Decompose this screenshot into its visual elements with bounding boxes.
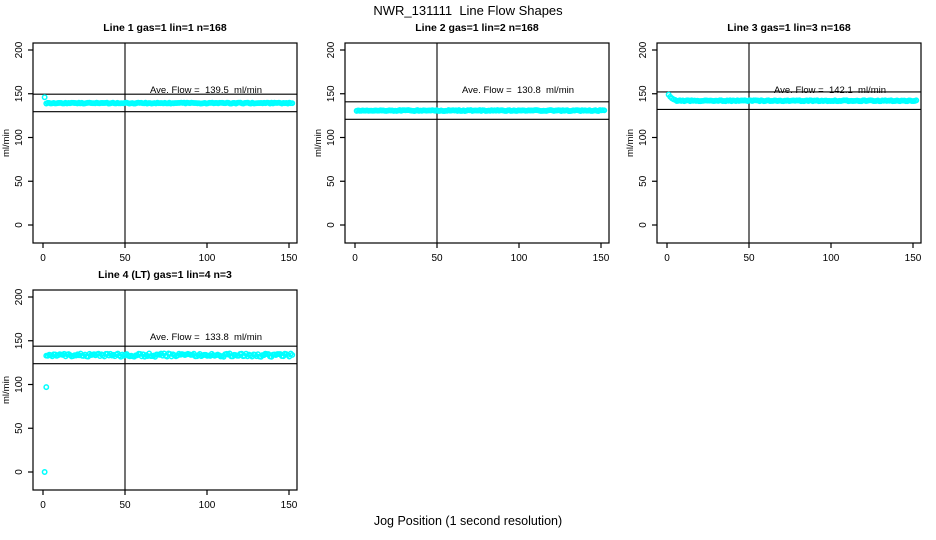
y-axis-title: ml/min	[313, 129, 324, 157]
x-tick-label: 50	[119, 500, 131, 511]
data-points	[665, 91, 920, 105]
x-tick-label: 100	[823, 253, 840, 264]
y-tick-label: 100	[638, 129, 649, 146]
y-tick-label: 0	[14, 469, 25, 475]
ave-flow-annotation-line-4: Ave. Flow = 133.8 ml/min	[149, 332, 263, 343]
y-tick-label: 150	[326, 85, 337, 102]
subplot-title-line-1: Line 1 gas=1 lin=1 n=168	[103, 22, 227, 34]
x-tick-label: 100	[199, 500, 216, 511]
plot-box	[656, 42, 922, 244]
subplot-title-line-2: Line 2 gas=1 lin=2 n=168	[415, 22, 539, 34]
data-point	[289, 351, 296, 358]
plot-box	[344, 42, 610, 244]
x-tick-label: 150	[281, 500, 298, 511]
data-points	[41, 350, 296, 475]
subplot-title-line-4: Line 4 (LT) gas=1 lin=4 n=3	[98, 269, 232, 281]
data-point	[913, 97, 920, 104]
outlier-data-point	[43, 384, 50, 391]
subplot-line-2-plot: 0 50 100 150 0 50 100 150 200 ml/min	[313, 41, 610, 264]
subplot-line-3-plot: 0 50 100 150 0 50 100 150 200 ml/min	[625, 41, 922, 264]
subplot-line-1-plot: 0 50 100 150 0 50 100 150 200 ml/min	[1, 41, 298, 264]
x-tick-label: 0	[352, 253, 358, 264]
y-tick-label: 100	[14, 129, 25, 146]
ave-flow-annotation-line-3: Ave. Flow = 142.1 ml/min	[773, 85, 887, 96]
x-tick-label: 0	[40, 253, 46, 264]
y-tick-label: 50	[326, 175, 337, 187]
y-tick-label: 50	[638, 175, 649, 187]
y-tick-label: 50	[14, 175, 25, 187]
y-axis-title: ml/min	[625, 129, 636, 157]
ave-flow-annotation-line-2: Ave. Flow = 130.8 ml/min	[461, 85, 575, 96]
data-point	[289, 100, 296, 107]
y-axis-title: ml/min	[1, 129, 12, 157]
y-tick-label: 200	[14, 288, 25, 305]
x-tick-label: 100	[511, 253, 528, 264]
subplot-line-4-plot: 0 50 100 150 0 50 100 150 200 ml/min	[1, 288, 298, 511]
y-tick-label: 0	[14, 222, 25, 228]
plot-box	[32, 42, 298, 244]
data-point	[41, 94, 48, 101]
y-tick-label: 200	[326, 41, 337, 58]
y-tick-label: 150	[638, 85, 649, 102]
data-points	[353, 107, 608, 114]
y-tick-label: 150	[14, 332, 25, 349]
y-tick-label: 100	[326, 129, 337, 146]
y-tick-label: 150	[14, 85, 25, 102]
y-tick-label: 0	[326, 222, 337, 228]
y-tick-label: 100	[14, 376, 25, 393]
data-points	[41, 94, 296, 107]
x-tick-label: 0	[40, 500, 46, 511]
x-tick-label: 50	[743, 253, 755, 264]
outlier-data-point	[41, 469, 48, 475]
x-tick-label: 0	[664, 253, 670, 264]
y-tick-label: 200	[14, 41, 25, 58]
ave-flow-annotation-line-1: Ave. Flow = 139.5 ml/min	[149, 85, 263, 96]
x-tick-label: 100	[199, 253, 216, 264]
x-tick-label: 50	[431, 253, 443, 264]
y-axis-title: ml/min	[1, 376, 12, 404]
y-tick-label: 0	[638, 222, 649, 228]
x-tick-label: 150	[593, 253, 610, 264]
plot-box	[32, 289, 298, 491]
x-tick-label: 150	[905, 253, 922, 264]
y-tick-label: 200	[638, 41, 649, 58]
x-axis-label: Jog Position (1 second resolution)	[373, 514, 563, 528]
y-tick-label: 50	[14, 422, 25, 434]
x-tick-label: 50	[119, 253, 131, 264]
subplot-title-line-3: Line 3 gas=1 lin=3 n=168	[727, 22, 851, 34]
main-title: NWR_131111 Line Flow Shapes	[373, 3, 563, 18]
x-tick-label: 150	[281, 253, 298, 264]
data-point	[601, 107, 608, 114]
